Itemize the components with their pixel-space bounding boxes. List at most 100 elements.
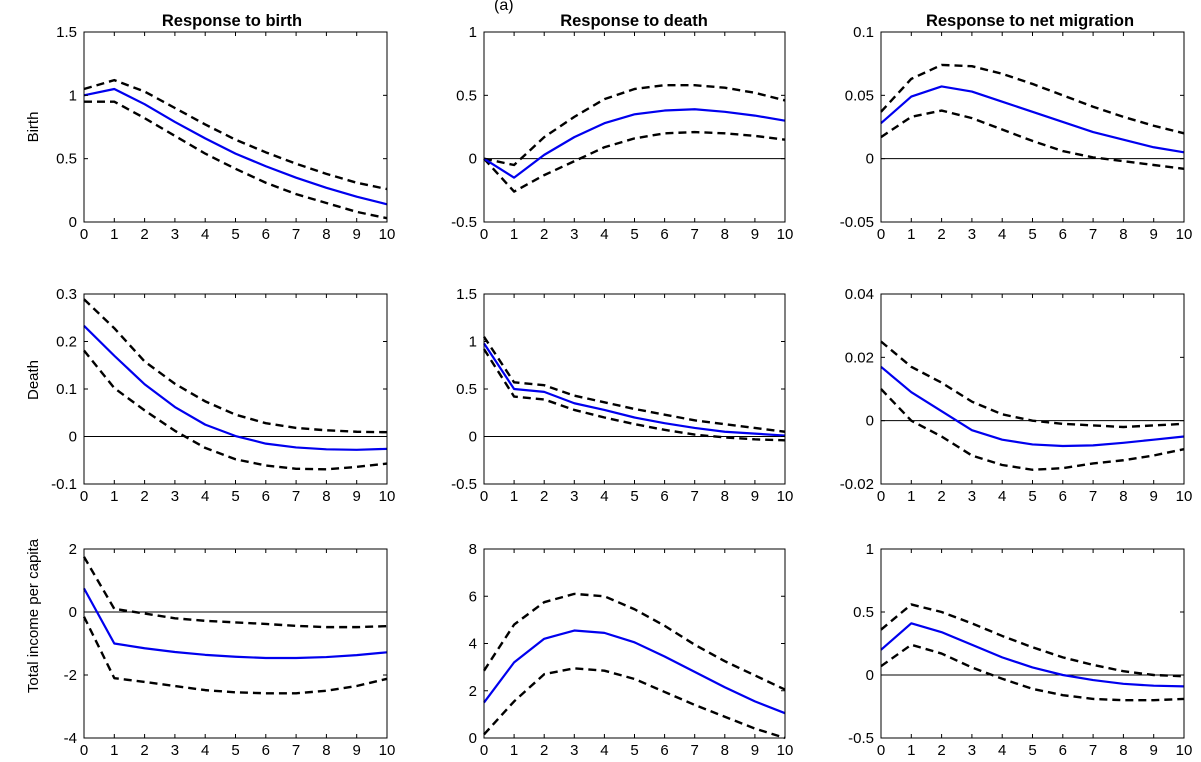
x-tick-label: 7	[292, 226, 300, 243]
x-tick-label: 4	[600, 226, 608, 243]
x-tick-label: 9	[353, 226, 361, 243]
confidence-band-upper	[82, 556, 388, 629]
x-tick-label: 2	[140, 226, 148, 243]
x-tick-label: 6	[262, 488, 270, 505]
x-tick-label: 3	[171, 226, 179, 243]
y-tick-label: 0.5	[456, 87, 477, 104]
x-tick-label: 2	[140, 742, 148, 759]
x-tick-label: 0	[480, 742, 488, 759]
confidence-band-lower	[83, 349, 388, 471]
axes-box	[880, 293, 1185, 485]
irf-line	[83, 587, 388, 660]
irf-line	[83, 87, 388, 206]
x-tick-label: 9	[1150, 488, 1158, 505]
x-tick-label: 7	[691, 488, 699, 505]
x-tick-label: 8	[721, 742, 729, 759]
x-tick-label: 1	[907, 488, 915, 505]
axes-box	[483, 293, 786, 485]
x-tick-label: 9	[353, 742, 361, 759]
confidence-band-lower	[880, 109, 1185, 170]
y-tick-label: 2	[469, 683, 477, 700]
x-tick-label: 6	[1059, 226, 1067, 243]
y-tick-label: 1	[69, 87, 77, 104]
x-tick-label: 3	[968, 742, 976, 759]
x-tick-label: 9	[1150, 742, 1158, 759]
x-tick-label: 0	[80, 742, 88, 759]
x-tick-label: 0	[877, 226, 885, 243]
x-tick-label: 8	[721, 488, 729, 505]
x-tick-label: 8	[721, 226, 729, 243]
y-tick-label: 0	[69, 429, 77, 446]
confidence-band-lower	[82, 616, 388, 695]
x-tick-label: 5	[630, 488, 638, 505]
y-tick-label: -0.5	[451, 476, 477, 493]
irf-line	[83, 325, 388, 451]
y-tick-label: -2	[64, 667, 77, 684]
x-tick-label: 5	[231, 488, 239, 505]
x-tick-label: 2	[540, 226, 548, 243]
x-tick-label: 8	[322, 742, 330, 759]
x-tick-label: 0	[877, 488, 885, 505]
x-tick-label: 3	[968, 226, 976, 243]
y-tick-label: -4	[64, 730, 77, 747]
irf-line	[483, 342, 786, 437]
panel-birth-to-birth: 0 1 2 3 4 5 6 7 8 9 10 0 0.5 1 1.5	[56, 24, 395, 243]
confidence-band-lower	[84, 100, 388, 220]
y-tick-label: -0.1	[51, 476, 77, 493]
x-tick-label: 2	[937, 226, 945, 243]
irf-line	[880, 622, 1185, 688]
confidence-band-upper	[483, 83, 786, 167]
x-tick-label: 10	[1176, 226, 1193, 243]
panel-income-to-migration: 0 1 2 3 4 5 6 7 8 9 10-0.500.51	[848, 541, 1192, 759]
x-tick-label: 10	[379, 226, 396, 243]
axes-box	[880, 548, 1185, 739]
x-tick-label: 6	[262, 226, 270, 243]
y-tick-label: 0.05	[845, 87, 874, 104]
confidence-band-upper	[83, 298, 388, 434]
x-tick-label: 4	[201, 742, 209, 759]
confidence-band-upper	[83, 78, 388, 191]
x-tick-label: 4	[600, 742, 608, 759]
x-tick-label: 7	[1089, 226, 1097, 243]
x-tick-label: 9	[353, 488, 361, 505]
x-tick-label: 8	[322, 488, 330, 505]
y-tick-label: 1	[866, 541, 874, 558]
y-tick-label: 6	[469, 588, 477, 605]
panel-death-to-death: 0 1 2 3 4 5 6 7 8 9 10-0.500.511.5	[451, 286, 793, 505]
x-tick-label: 6	[1059, 488, 1067, 505]
x-tick-label: 1	[110, 742, 118, 759]
irf-line	[483, 629, 786, 715]
x-tick-label: 3	[968, 488, 976, 505]
x-tick-label: 6	[660, 226, 668, 243]
x-tick-label: 6	[660, 488, 668, 505]
y-tick-label: 0.04	[845, 286, 874, 303]
column-title-birth: Response to birth	[162, 12, 302, 30]
confidence-band-upper	[880, 603, 1185, 678]
x-tick-label: 1	[510, 742, 518, 759]
y-tick-label: 0	[866, 151, 874, 168]
axes-box	[83, 293, 388, 485]
x-tick-label: 6	[660, 742, 668, 759]
x-tick-label: 1	[907, 226, 915, 243]
confidence-band-lower	[880, 388, 1185, 471]
x-tick-label: 5	[1028, 742, 1036, 759]
x-tick-label: 10	[777, 742, 794, 759]
x-tick-label: 1	[110, 488, 118, 505]
row-label-total-income: Total income per capita	[25, 538, 42, 693]
x-tick-label: 8	[322, 226, 330, 243]
y-tick-label: 0.2	[56, 334, 77, 351]
y-tick-label: 0	[469, 429, 477, 446]
panel-income-to-death: 0 1 2 3 4 5 6 7 8 9 10 0 2 4 6 8	[469, 541, 794, 759]
x-tick-label: 5	[1028, 488, 1036, 505]
column-title-death: Response to death	[560, 12, 708, 30]
irf-line	[880, 365, 1185, 448]
x-tick-label: 5	[231, 742, 239, 759]
x-tick-label: 3	[570, 226, 578, 243]
x-tick-label: 1	[110, 226, 118, 243]
irf-line	[880, 85, 1185, 154]
x-tick-label: 6	[262, 742, 270, 759]
x-tick-label: 1	[510, 226, 518, 243]
